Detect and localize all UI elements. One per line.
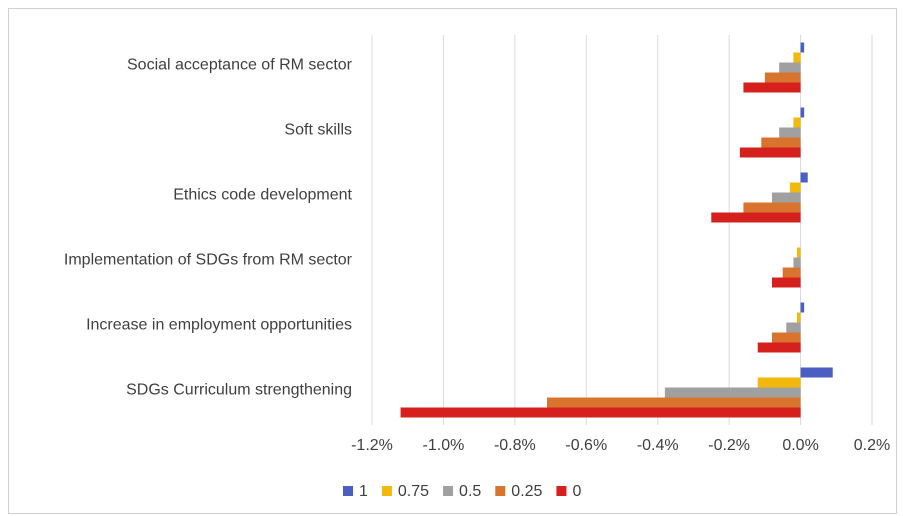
bar (739, 147, 801, 158)
bar (764, 72, 801, 83)
bar (772, 277, 801, 288)
x-tick-label: 0.0% (782, 437, 818, 454)
bar (793, 52, 801, 63)
legend-label: 0.25 (511, 483, 542, 500)
legend-swatch (443, 486, 454, 496)
legend-label: 0.5 (459, 483, 481, 500)
bar (757, 377, 801, 388)
y-tick-label: SDGs Curriculum strengthening (126, 382, 352, 399)
legend-swatch (495, 486, 506, 496)
bar (800, 42, 805, 53)
bar (789, 182, 801, 193)
bar (786, 322, 801, 333)
legend-label: 1 (359, 483, 368, 500)
y-tick-label: Social acceptance of RM sector (127, 57, 353, 74)
bar (779, 62, 801, 73)
bar (793, 117, 801, 128)
bar (761, 137, 801, 148)
bar (772, 332, 801, 343)
bar (800, 367, 833, 378)
y-tick-label: Soft skills (284, 122, 352, 139)
y-tick-label: Ethics code development (173, 187, 352, 204)
bar (711, 212, 801, 223)
bar (400, 407, 801, 418)
x-tick-label: -1.0% (423, 437, 465, 454)
x-tick-label: -0.2% (708, 437, 750, 454)
bar (800, 172, 808, 183)
y-tick-label: Increase in employment opportunities (86, 317, 352, 334)
legend-swatch (556, 486, 567, 496)
legend-swatch (343, 486, 353, 496)
y-tick-label: Implementation of SDGs from RM sector (64, 252, 353, 269)
bar (782, 267, 801, 278)
legend-label: 0.75 (398, 483, 429, 500)
bar (797, 247, 801, 258)
legend-label: 0 (572, 483, 581, 500)
bar (779, 127, 801, 138)
bar (772, 192, 801, 203)
legend-swatch (381, 486, 392, 496)
bar (757, 342, 801, 353)
bar (797, 312, 801, 323)
x-tick-label: -0.4% (637, 437, 679, 454)
x-tick-label: 0.2% (854, 437, 890, 454)
bar (800, 302, 805, 313)
x-tick-label: -1.2% (351, 437, 393, 454)
chart-border (8, 8, 897, 514)
bar (664, 387, 801, 398)
x-tick-label: -0.6% (565, 437, 607, 454)
bar (743, 202, 801, 213)
bar (743, 82, 801, 93)
x-tick-label: -0.8% (494, 437, 536, 454)
bar (793, 257, 801, 268)
bar (800, 107, 805, 118)
bar (547, 397, 801, 408)
